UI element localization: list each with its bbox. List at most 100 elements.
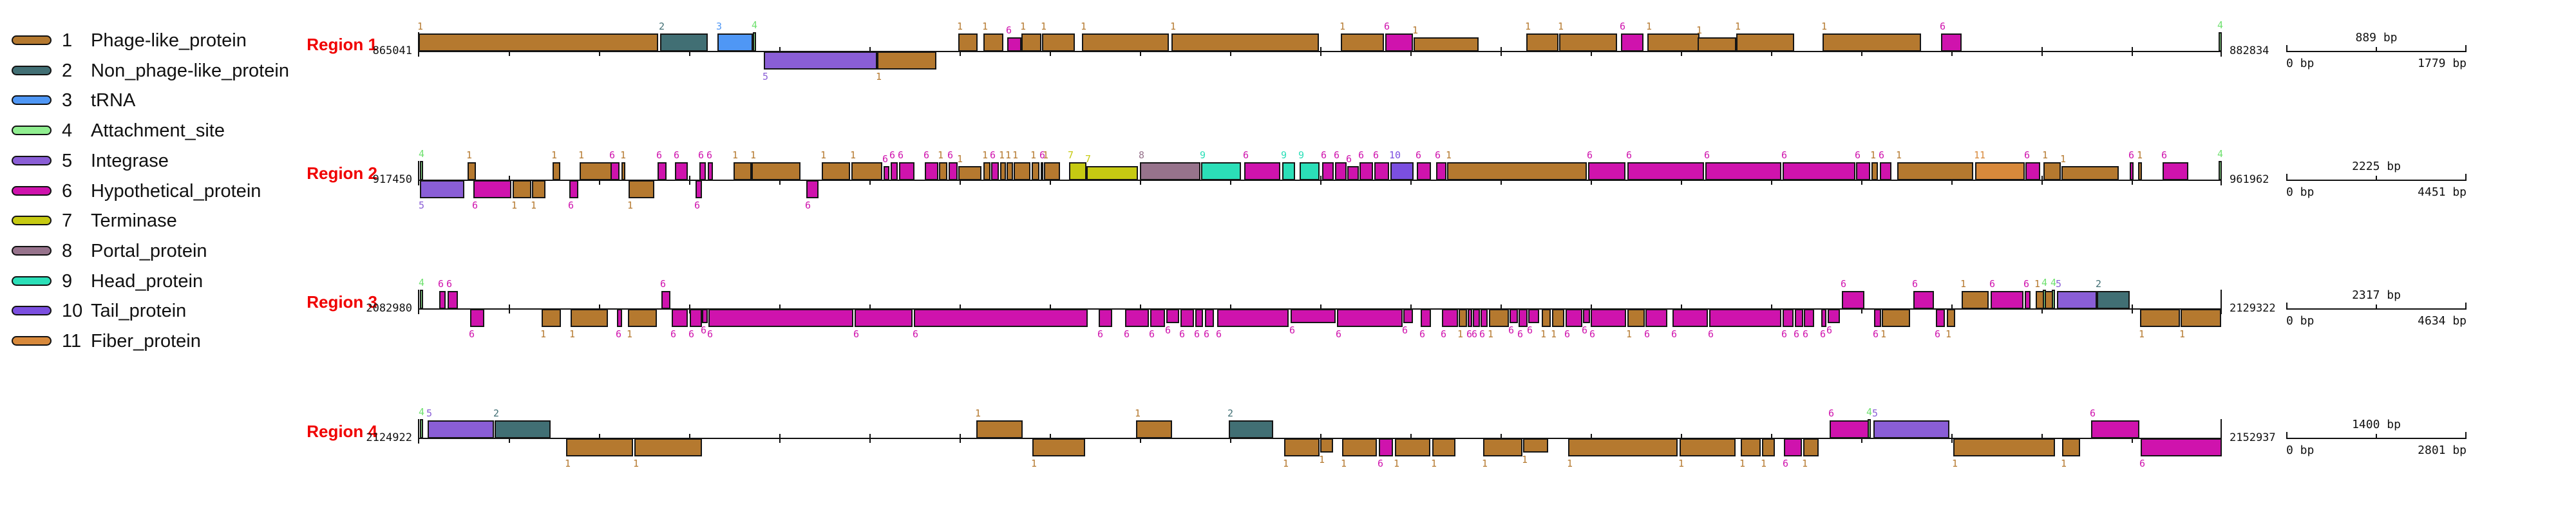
gene-category-label: 6 (1149, 328, 1155, 340)
gene-box-category-6 (1379, 438, 1393, 456)
gene-box-category-6 (658, 162, 667, 180)
gene-category-label: 6 (1441, 328, 1447, 340)
gene-box-category-6 (1842, 291, 1864, 309)
gene-box-category-1 (468, 162, 476, 180)
gene-category-label: 10 (1389, 149, 1401, 161)
gene-box-category-1 (976, 420, 1023, 438)
gene-box-category-6 (1291, 309, 1336, 323)
gene-category-label: 6 (1989, 278, 1996, 290)
gene-category-label: 6 (1419, 328, 1426, 340)
genome-backbone (419, 180, 2221, 181)
gene-box-category-1 (1526, 33, 1558, 52)
region-name: Region 2 (307, 164, 377, 183)
gene-category-label: 6 (1466, 328, 1473, 340)
gene-category-label: 2 (2096, 278, 2102, 290)
legend-item-label: Portal_protein (91, 240, 207, 261)
gene-box-category-6 (1374, 162, 1389, 180)
gene-category-label: 1 (1960, 278, 1967, 290)
gene-box-category-1 (2061, 166, 2119, 180)
gene-category-label: 1 (540, 328, 547, 340)
gene-box-category-1 (2062, 438, 2080, 456)
legend-swatch-fiber_protein (12, 336, 52, 346)
legend-item-number: 6 (62, 180, 73, 201)
gene-box-category-6 (884, 166, 889, 180)
gene-box-category-6 (891, 162, 898, 180)
legend-swatch-terminase (12, 216, 52, 226)
gene-category-label: 1 (1030, 149, 1037, 161)
gene-category-label: 1 (1319, 454, 1325, 465)
gene-category-label: 6 (1587, 149, 1593, 161)
gene-category-label: 6 (1935, 328, 1941, 340)
gene-category-label: 7 (1068, 149, 1074, 161)
gene-category-label: 6 (1940, 21, 1946, 32)
backbone-tick (869, 434, 871, 443)
backbone-tick (509, 434, 510, 443)
gene-box-category-1 (1032, 162, 1039, 180)
scale-bar-mid-tick (2376, 434, 2377, 438)
attachment-site-marker (2219, 32, 2222, 52)
gene-box-category-6 (914, 309, 1088, 327)
scale-bar-right-cap (2465, 432, 2467, 438)
gene-box-category-2 (495, 420, 551, 438)
gene-category-label: 1 (1020, 21, 1027, 32)
gene-box-category-6 (1941, 33, 1962, 52)
gene-box-category-6 (1166, 309, 1179, 323)
gene-category-label: 6 (1803, 328, 1809, 340)
backbone-tick (1230, 47, 1231, 56)
gene-category-label: 1 (1946, 328, 1952, 340)
backbone-tick (1320, 47, 1321, 56)
backbone-tick (1951, 434, 1953, 443)
gene-box-category-6 (2130, 162, 2134, 180)
legend-item-number: 7 (62, 211, 73, 232)
gene-category-label: 6 (1378, 458, 1384, 469)
gene-category-label: 1 (1646, 21, 1653, 32)
gene-category-label: 1 (551, 149, 558, 161)
legend-item-number: 8 (62, 240, 73, 261)
gene-category-label: 1 (633, 458, 639, 469)
legend-item-number: 5 (62, 150, 73, 171)
gene-box-category-6 (473, 180, 511, 198)
attachment-site-marker (2052, 290, 2055, 309)
gene-category-label: 6 (1912, 278, 1918, 290)
gene-category-label: 5 (419, 200, 425, 211)
legend-item-label: Fiber_protein (91, 331, 201, 351)
legend-item-label: Integrase (91, 150, 169, 171)
gene-category-label: 1 (565, 458, 571, 469)
gene-box-category-6 (1874, 309, 1881, 327)
gene-box-category-1 (419, 33, 658, 52)
region-start-coordinate: 865041 (372, 44, 412, 57)
legend-item-label: Hypothetical_protein (91, 180, 261, 201)
gene-box-category-1 (1000, 162, 1006, 180)
backbone-tick (1140, 47, 1141, 56)
backbone-tick (2132, 304, 2133, 314)
gene-category-label: 6 (1517, 328, 1524, 340)
gene-box-category-1 (1871, 162, 1878, 180)
gene-category-label: 2 (493, 407, 500, 419)
backbone-tick (960, 434, 961, 443)
backbone-tick (1771, 47, 1772, 56)
backbone-tick (599, 47, 600, 56)
gene-category-label: 6 (1384, 21, 1390, 32)
gene-box-category-6 (1621, 33, 1643, 52)
gene-box-category-11 (1975, 162, 2025, 180)
attachment-site-marker (420, 290, 423, 309)
gene-category-label: 6 (694, 200, 701, 211)
backbone-tick (1140, 434, 1141, 443)
scale-bar (2286, 180, 2467, 181)
gene-box-category-6 (617, 309, 622, 327)
gene-category-label: 1 (531, 200, 537, 211)
gene-box-category-1 (939, 162, 947, 180)
gene-box-category-9 (1282, 162, 1295, 180)
gene-category-label: 6 (1671, 328, 1678, 340)
gene-category-label: 6 (469, 328, 475, 340)
legend-item-number: 9 (62, 270, 73, 292)
gene-box-category-6 (1783, 309, 1794, 327)
gene-category-label: 6 (1124, 328, 1130, 340)
gene-box-category-6 (1705, 162, 1781, 180)
gene-category-label: 4 (419, 148, 425, 160)
gene-category-label: 1 (2137, 149, 2143, 161)
gene-box-category-1 (1014, 162, 1030, 180)
gene-box-category-1 (1647, 33, 1700, 52)
